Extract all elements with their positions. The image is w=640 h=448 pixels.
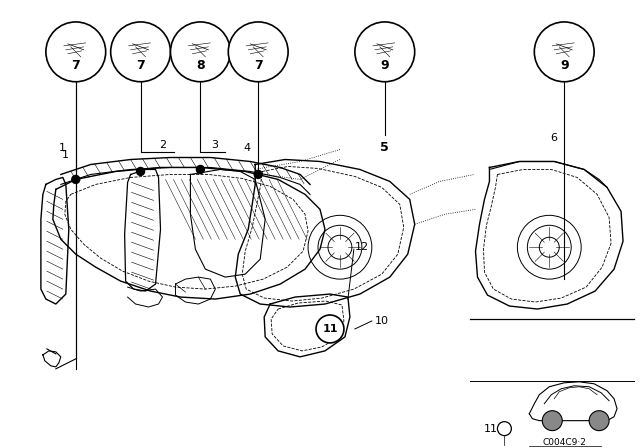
Text: 8: 8 bbox=[196, 59, 205, 72]
Circle shape bbox=[254, 170, 262, 178]
Circle shape bbox=[534, 22, 594, 82]
Text: 11: 11 bbox=[483, 424, 497, 434]
Circle shape bbox=[46, 22, 106, 82]
Text: 12: 12 bbox=[355, 242, 369, 252]
Circle shape bbox=[589, 411, 609, 431]
Text: 7: 7 bbox=[72, 59, 80, 72]
Text: 2: 2 bbox=[159, 139, 166, 150]
Circle shape bbox=[170, 22, 230, 82]
Circle shape bbox=[72, 176, 80, 183]
Text: 3: 3 bbox=[211, 139, 218, 150]
Text: 1: 1 bbox=[62, 150, 69, 159]
Text: 1: 1 bbox=[59, 142, 66, 152]
Text: 11: 11 bbox=[322, 324, 338, 334]
Text: 5: 5 bbox=[380, 141, 389, 154]
Text: 7: 7 bbox=[136, 59, 145, 72]
Text: 9: 9 bbox=[381, 59, 389, 72]
Text: 7: 7 bbox=[254, 59, 262, 72]
Circle shape bbox=[111, 22, 170, 82]
Text: 4: 4 bbox=[243, 142, 250, 152]
Circle shape bbox=[228, 22, 288, 82]
Text: 9: 9 bbox=[560, 59, 568, 72]
Circle shape bbox=[355, 22, 415, 82]
Circle shape bbox=[136, 168, 145, 176]
Circle shape bbox=[542, 411, 562, 431]
Text: C004C9·2: C004C9·2 bbox=[542, 438, 586, 447]
Circle shape bbox=[316, 315, 344, 343]
Text: 10: 10 bbox=[375, 316, 389, 326]
Circle shape bbox=[196, 165, 204, 173]
Text: 6: 6 bbox=[550, 133, 557, 142]
